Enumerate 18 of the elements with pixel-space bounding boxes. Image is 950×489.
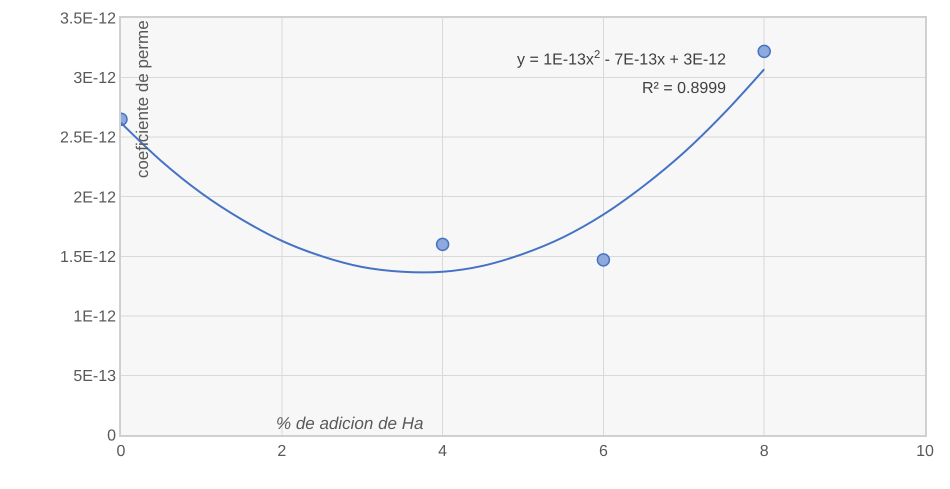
x-tick-label: 10 [916,442,934,460]
x-tick-label: 2 [277,442,286,460]
y-axis-title: coeficiente de perme [133,20,152,178]
x-tick-label: 6 [598,442,608,460]
y-tick-label: 3E-12 [73,70,116,88]
y-tick-label: 1.5E-12 [60,248,116,266]
annotation: y = 1E-13x$^{2}$ - 7E-13x + 3E-12 [517,49,726,69]
x-tick-label: 4 [438,442,448,460]
y-tick-label: 0 [107,428,116,445]
y-tick-label: 5E-13 [73,368,116,386]
y-tick-label: 3.5E-12 [60,10,116,28]
y-tick-label: 1E-12 [73,308,116,326]
y-tick-label: 2.5E-12 [60,130,116,147]
x-axis-title: % de adicion de Ha [276,414,424,433]
x-tick-label: 8 [760,442,769,460]
line-series [121,68,766,274]
y-tick-label: 2E-12 [73,189,116,206]
annotation: R² = 0.8999 [642,80,726,97]
